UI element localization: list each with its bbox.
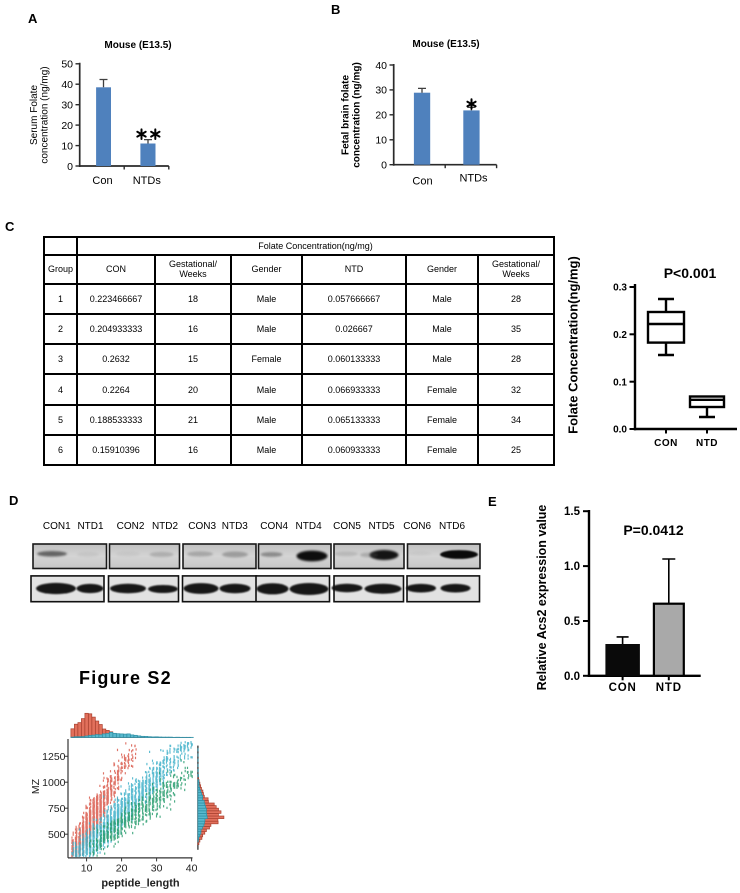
- svg-text:20: 20: [116, 863, 128, 875]
- svg-text:NTD: NTD: [656, 682, 682, 694]
- svg-text:Fetal brain folate: Fetal brain folate: [341, 75, 352, 155]
- svg-text:MZ: MZ: [30, 778, 42, 794]
- svg-text:10: 10: [61, 140, 73, 152]
- svg-text:Serum Folate: Serum Folate: [29, 85, 40, 145]
- svg-text:1.5: 1.5: [564, 506, 581, 518]
- svg-text:1250: 1250: [42, 751, 66, 763]
- svg-text:40: 40: [186, 863, 198, 875]
- svg-text:concentration (ng/mg): concentration (ng/mg): [40, 66, 51, 163]
- svg-text:0: 0: [381, 160, 387, 172]
- svg-text:40: 40: [61, 79, 73, 91]
- svg-text:NTD4: NTD4: [296, 521, 323, 532]
- svg-text:CON1: CON1: [43, 521, 71, 532]
- svg-text:NTDs: NTDs: [133, 175, 162, 187]
- svg-text:NTD5: NTD5: [368, 521, 395, 532]
- svg-text:CON5: CON5: [333, 521, 361, 532]
- svg-text:0.3: 0.3: [613, 283, 627, 294]
- svg-text:Con: Con: [412, 176, 432, 188]
- svg-text:10: 10: [81, 863, 93, 875]
- svg-text:CON4: CON4: [260, 521, 288, 532]
- svg-text:peptide_length: peptide_length: [101, 878, 180, 890]
- svg-text:20: 20: [61, 120, 73, 132]
- svg-text:50: 50: [61, 59, 73, 71]
- svg-text:Mouse (E13.5): Mouse (E13.5): [412, 39, 479, 50]
- svg-text:CON: CON: [654, 438, 678, 449]
- svg-text:NTD1: NTD1: [77, 521, 104, 532]
- svg-text:CON: CON: [609, 682, 637, 694]
- svg-text:30: 30: [375, 85, 387, 97]
- svg-text:0.0: 0.0: [564, 671, 580, 683]
- svg-text:NTD: NTD: [696, 438, 718, 449]
- svg-text:30: 30: [151, 863, 163, 875]
- svg-text:0.2: 0.2: [613, 330, 627, 341]
- svg-text:Mouse (E13.5): Mouse (E13.5): [104, 40, 171, 51]
- svg-text:1.0: 1.0: [564, 561, 580, 573]
- svg-text:CON3: CON3: [188, 521, 216, 532]
- svg-text:1000: 1000: [42, 777, 66, 789]
- svg-text:NTD6: NTD6: [439, 521, 466, 532]
- svg-text:20: 20: [375, 110, 387, 122]
- svg-text:P=0.0412: P=0.0412: [623, 522, 684, 538]
- svg-text:30: 30: [61, 100, 73, 112]
- svg-text:NTD2: NTD2: [152, 521, 179, 532]
- svg-text:Relative Acs2 expression value: Relative Acs2 expression value: [535, 505, 549, 691]
- svg-text:NTDs: NTDs: [459, 173, 488, 185]
- svg-text:10: 10: [375, 135, 387, 147]
- svg-text:0.5: 0.5: [564, 616, 581, 628]
- svg-text:0.0: 0.0: [613, 425, 627, 436]
- svg-text:Con: Con: [92, 175, 112, 187]
- svg-text:CON2: CON2: [117, 521, 145, 532]
- svg-text:750: 750: [48, 803, 66, 815]
- svg-text:500: 500: [48, 829, 66, 841]
- svg-text:NTD3: NTD3: [222, 521, 249, 532]
- svg-text:0.1: 0.1: [613, 377, 627, 388]
- svg-text:concentration (ng/mg): concentration (ng/mg): [352, 62, 363, 168]
- svg-text:0: 0: [67, 161, 73, 173]
- svg-text:CON6: CON6: [403, 521, 431, 532]
- svg-text:Folate Concentration(ng/mg): Folate Concentration(ng/mg): [566, 256, 581, 434]
- svg-text:40: 40: [375, 60, 387, 72]
- svg-text:P<0.001: P<0.001: [664, 265, 717, 281]
